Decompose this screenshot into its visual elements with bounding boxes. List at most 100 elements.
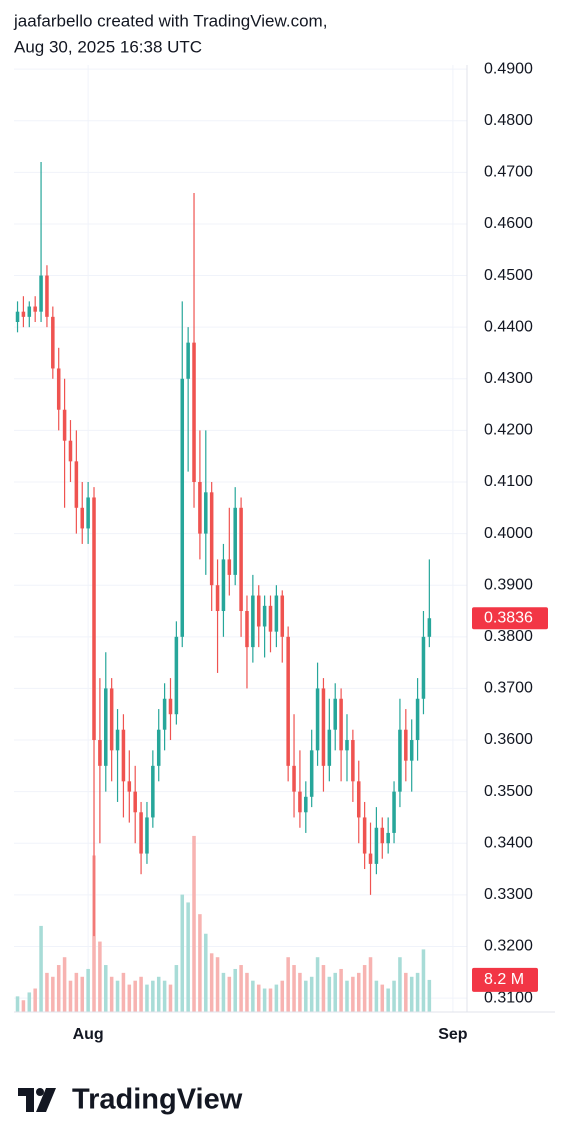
volume-bar xyxy=(286,957,290,1012)
candle-body xyxy=(339,698,343,751)
candle-body xyxy=(298,791,302,813)
volume-bar xyxy=(86,968,90,1012)
candle-body xyxy=(74,461,79,508)
candle-body xyxy=(404,729,408,761)
candle-body xyxy=(233,507,237,575)
y-tick-label: 0.4800 xyxy=(484,112,533,129)
candle-body xyxy=(51,316,55,369)
candle-body xyxy=(321,688,326,766)
candle-body xyxy=(168,698,173,715)
candle-body xyxy=(133,791,137,813)
candle-body xyxy=(268,605,273,632)
y-tick-label: 0.4700 xyxy=(484,164,533,181)
candle-body xyxy=(62,409,67,441)
candle-body xyxy=(127,781,132,792)
candle-body xyxy=(162,698,167,730)
candle-body xyxy=(292,765,296,792)
header-author: jaafarbello created with TradingView.com… xyxy=(13,11,327,30)
candle-body xyxy=(356,781,361,818)
volume-bar xyxy=(392,980,396,1012)
volume-bar xyxy=(198,914,202,1012)
volume-bar xyxy=(115,980,120,1012)
volume-bar xyxy=(192,835,196,1012)
volume-bar xyxy=(409,976,414,1012)
volume-bar xyxy=(245,972,249,1012)
candle-body xyxy=(39,275,43,312)
volume-bar xyxy=(368,957,373,1012)
volume-bar xyxy=(80,976,85,1012)
candle-body xyxy=(427,618,432,637)
volume-bar xyxy=(162,980,167,1012)
volume-bar xyxy=(274,984,279,1012)
y-tick-label: 0.3100 xyxy=(484,989,533,1006)
y-tick-label: 0.4000 xyxy=(484,525,533,542)
candle-body xyxy=(15,311,20,323)
volume-bar xyxy=(415,972,420,1012)
volume-bar xyxy=(27,992,32,1012)
volume-bar xyxy=(221,972,226,1012)
y-tick-label: 0.3300 xyxy=(484,886,533,903)
volume-bar xyxy=(151,980,155,1012)
volume-bar xyxy=(104,965,108,1012)
volume-bar xyxy=(309,976,314,1012)
candle-body xyxy=(409,740,414,761)
candle-body xyxy=(204,492,208,534)
volume-bar xyxy=(351,976,355,1012)
candle-body xyxy=(333,698,337,730)
volume-bar xyxy=(56,965,61,1012)
y-tick-label: 0.4100 xyxy=(484,473,533,490)
y-tick-label: 0.3500 xyxy=(484,783,533,800)
y-tick-label: 0.4600 xyxy=(484,215,533,232)
candle-body xyxy=(239,507,243,612)
volume-bar xyxy=(15,996,20,1012)
volume-bar xyxy=(186,902,190,1012)
volume-bar xyxy=(239,965,243,1012)
candle-body xyxy=(256,595,261,627)
volume-bar xyxy=(109,976,114,1012)
candle-body xyxy=(145,817,149,854)
volume-bar xyxy=(51,976,55,1012)
volume-bar xyxy=(121,972,126,1012)
last-volume-label: 8.2 M xyxy=(484,971,524,988)
candle-body xyxy=(180,378,185,637)
volume-bar xyxy=(404,972,408,1012)
y-tick-label: 0.4200 xyxy=(484,422,533,439)
volume-bar xyxy=(268,988,273,1012)
volume-bar xyxy=(280,980,285,1012)
candle-body xyxy=(56,368,61,410)
volume-bar xyxy=(215,957,220,1012)
x-tick-label: Aug xyxy=(73,1026,104,1043)
candle-body xyxy=(262,605,267,627)
volume-bar xyxy=(304,980,308,1012)
volume-bar xyxy=(374,980,379,1012)
candle-body xyxy=(151,765,155,818)
volume-bar xyxy=(251,980,255,1012)
last-price-tag xyxy=(472,607,548,630)
candle-body xyxy=(274,595,279,632)
volume-bar xyxy=(168,984,173,1012)
y-tick-label: 0.4300 xyxy=(484,370,533,387)
y-tick-label: 0.3400 xyxy=(484,834,533,851)
volume-bar xyxy=(356,972,361,1012)
candle-body xyxy=(198,481,202,534)
candle-body xyxy=(115,729,120,751)
candle-body xyxy=(68,440,73,462)
volume-bar xyxy=(227,976,232,1012)
candle-body xyxy=(86,497,90,529)
volume-bar xyxy=(262,988,267,1012)
candle-body xyxy=(209,492,214,586)
candle-body xyxy=(380,827,385,844)
candle-body xyxy=(327,729,332,766)
volume-bar xyxy=(380,984,385,1012)
header-date: Aug 30, 2025 16:38 UTC xyxy=(14,37,202,56)
candle-body xyxy=(92,497,96,741)
volume-bar xyxy=(427,979,432,1012)
volume-bar xyxy=(133,980,137,1012)
candle-body xyxy=(304,796,308,813)
volume-bar xyxy=(292,965,296,1012)
candle-body xyxy=(309,750,314,797)
y-tick-label: 0.3700 xyxy=(484,680,533,697)
volume-bar xyxy=(45,972,49,1012)
volume-bar xyxy=(204,933,208,1012)
